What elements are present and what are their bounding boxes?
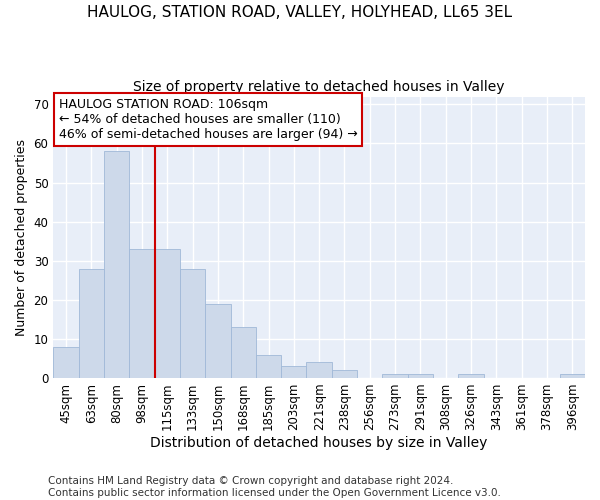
Bar (560, 374, 585, 378)
Bar (230, 327, 256, 378)
Bar (281, 366, 307, 378)
Bar (382, 374, 408, 378)
Y-axis label: Number of detached properties: Number of detached properties (15, 139, 28, 336)
Bar (458, 374, 484, 378)
Bar (205, 304, 230, 378)
Bar (53, 346, 79, 378)
Bar (256, 354, 281, 378)
Title: Size of property relative to detached houses in Valley: Size of property relative to detached ho… (133, 80, 505, 94)
Bar (129, 249, 155, 378)
Bar (180, 268, 205, 378)
Bar (408, 374, 433, 378)
Text: HAULOG, STATION ROAD, VALLEY, HOLYHEAD, LL65 3EL: HAULOG, STATION ROAD, VALLEY, HOLYHEAD, … (88, 5, 512, 20)
Bar (79, 268, 104, 378)
Text: Contains HM Land Registry data © Crown copyright and database right 2024.
Contai: Contains HM Land Registry data © Crown c… (48, 476, 501, 498)
Text: HAULOG STATION ROAD: 106sqm
← 54% of detached houses are smaller (110)
46% of se: HAULOG STATION ROAD: 106sqm ← 54% of det… (59, 98, 358, 141)
Bar (155, 249, 180, 378)
Bar (307, 362, 332, 378)
Bar (332, 370, 357, 378)
Bar (104, 152, 129, 378)
X-axis label: Distribution of detached houses by size in Valley: Distribution of detached houses by size … (151, 436, 488, 450)
